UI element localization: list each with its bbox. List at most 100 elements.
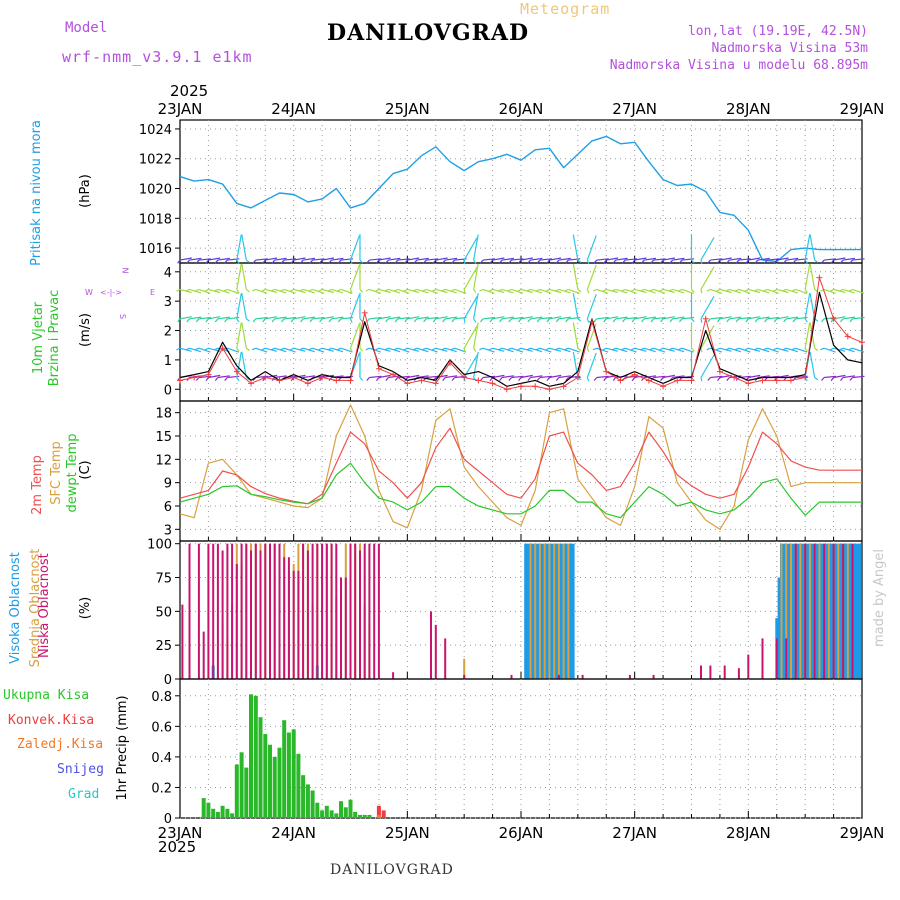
wind-barb-tick	[508, 318, 512, 323]
precip-bar	[268, 744, 272, 818]
gust-marker	[802, 374, 809, 381]
wind-barb	[776, 257, 789, 261]
wind-barb	[596, 375, 609, 379]
cloud-bar	[790, 543, 792, 679]
gust-marker	[276, 377, 283, 384]
wind-barb	[302, 347, 315, 353]
wind-barb	[549, 347, 562, 352]
wind-barb-tick	[236, 318, 240, 323]
wind-barb-tick	[526, 347, 531, 351]
wind-barb-tick	[489, 259, 494, 264]
y-tick-label: 25	[155, 639, 172, 654]
wind-barb	[241, 322, 247, 349]
gust-marker	[859, 339, 865, 346]
wind-barb	[293, 257, 306, 261]
cloud-bar	[628, 674, 631, 679]
cloud-bar	[825, 543, 828, 679]
wind-barb-tick	[725, 288, 730, 292]
wind-barb-tick	[593, 259, 598, 264]
wind-barb	[511, 347, 524, 353]
wind-barb-tick	[593, 377, 598, 381]
wind-barb-tick	[480, 318, 484, 323]
cloud-bar	[181, 604, 184, 679]
wind-barb-tick	[783, 318, 787, 323]
gust-marker	[589, 318, 596, 325]
y-tick-label: 1018	[139, 212, 172, 227]
wind-barb-tick	[394, 377, 399, 381]
wind-barb	[198, 258, 211, 261]
gust-marker	[560, 383, 567, 390]
cloud-bar	[207, 543, 210, 679]
wind-barb	[719, 288, 732, 294]
wind-barb-tick	[763, 347, 768, 351]
wind-barb-tick	[612, 318, 617, 323]
wind-barb-tick	[840, 377, 844, 381]
wind-barb-tick	[527, 318, 531, 323]
wind-barb-tick	[185, 288, 190, 292]
wind-barb-tick	[691, 289, 695, 293]
cloud-bar	[235, 564, 238, 679]
cloud-bar	[545, 543, 549, 679]
wind-barb-tick	[830, 259, 835, 264]
wind-panel: 0 1 2 3 4	[164, 234, 865, 402]
wind-barb-tick	[376, 377, 380, 382]
wind-barb-tick	[707, 259, 711, 264]
precip-snow-label: Snijeg	[57, 762, 104, 777]
wind-barb-tick	[489, 377, 494, 382]
wind-barb-tick	[261, 288, 266, 292]
cloud-bar	[837, 543, 840, 679]
gust-marker	[731, 374, 738, 381]
wind-barb	[179, 316, 192, 320]
wind-barb	[463, 237, 478, 261]
wind-barb	[842, 316, 855, 320]
wind-barb	[179, 257, 192, 261]
gust-marker	[432, 380, 439, 387]
wind-barb-tick	[804, 259, 808, 264]
wind-barb-tick	[431, 347, 437, 351]
wind-barb	[530, 257, 543, 261]
wind-barb-tick	[300, 259, 304, 264]
wind-barb	[265, 288, 277, 294]
wind-barb	[852, 375, 865, 379]
wind-barb	[824, 258, 837, 261]
wind-barb	[482, 288, 495, 294]
wind-barb-tick	[804, 318, 808, 323]
wind-barb-tick	[517, 347, 522, 351]
cloud-bar	[827, 543, 830, 679]
wind-barb	[492, 316, 505, 320]
cloud-bar	[794, 543, 797, 679]
wind-barb-tick	[290, 318, 295, 323]
wind-barb-tick	[678, 318, 683, 323]
wind-barb	[435, 288, 448, 294]
wind-barb-tick	[441, 288, 446, 292]
wind-barb-tick	[451, 377, 456, 381]
cloud-bar	[785, 638, 788, 679]
wind-barb-tick	[546, 377, 550, 382]
wind-barb-tick	[507, 288, 512, 292]
wind-barb	[283, 347, 296, 353]
x-day-label-top: 25JAN	[385, 100, 430, 118]
wind-barb-tick	[649, 347, 654, 351]
cloud-bar	[359, 550, 361, 679]
precip-bar	[376, 805, 381, 818]
wind-barb-tick	[473, 318, 477, 323]
wind-barb-tick	[236, 377, 240, 382]
wind-barb-tick	[422, 288, 427, 292]
wind-barb	[416, 316, 429, 320]
wind-barb-tick	[536, 259, 541, 264]
y-tick-label: 100	[147, 538, 172, 553]
wind-barb	[842, 257, 855, 261]
wind-barb	[520, 316, 533, 320]
gust-marker	[674, 377, 681, 384]
wind-barb-tick	[840, 259, 844, 264]
wind-barb	[388, 375, 401, 379]
wind-barb	[511, 316, 524, 320]
wind-barb-tick	[659, 347, 664, 351]
wind-barb	[236, 351, 242, 378]
wind-barb-tick	[716, 288, 721, 292]
wind-barb-tick	[848, 288, 853, 292]
wind-barb-tick	[337, 318, 342, 323]
cloud-bar	[531, 543, 535, 679]
wind-barb-tick	[691, 347, 695, 352]
wind-barb	[530, 375, 543, 379]
